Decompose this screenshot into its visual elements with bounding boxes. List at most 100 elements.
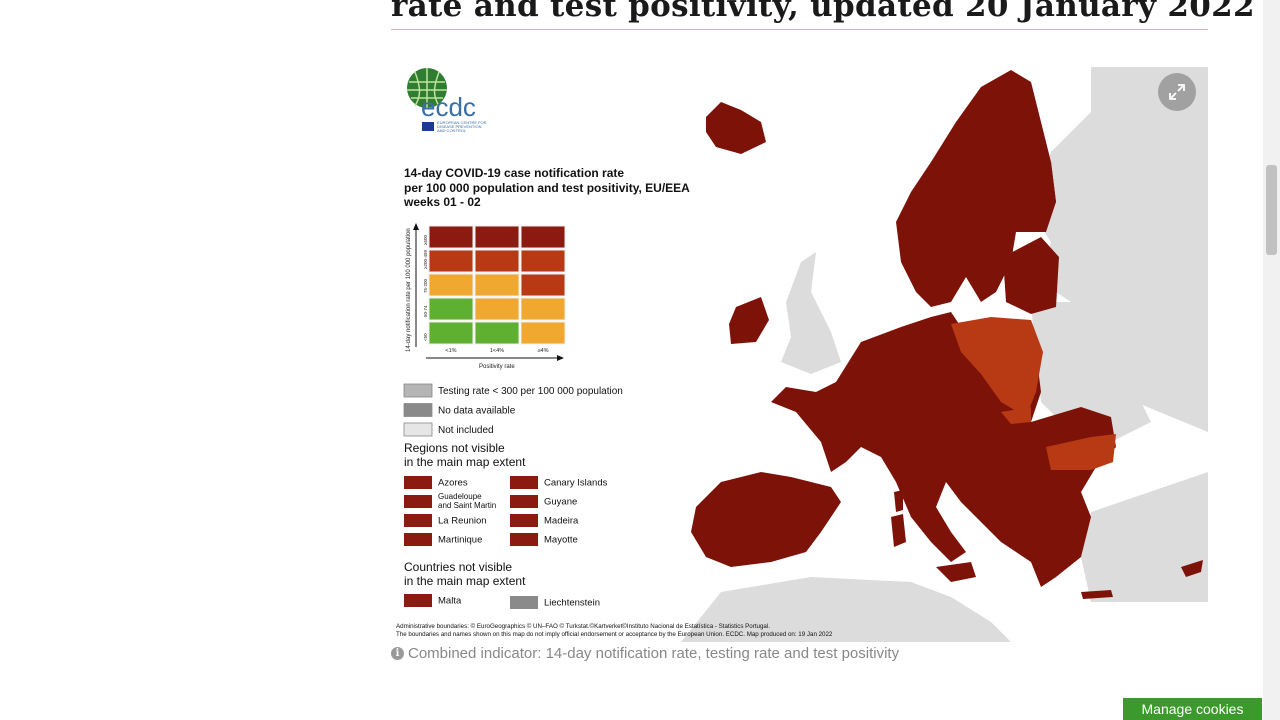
turkey-grey	[1081, 472, 1208, 602]
map-title: 14-day COVID-19 case notification rate p…	[403, 166, 690, 209]
matrix-row-label: 75-200	[423, 278, 428, 293]
matrix-cell	[428, 321, 474, 345]
finland	[1016, 152, 1056, 232]
matrix-cell	[428, 225, 474, 249]
region-swatch	[404, 495, 432, 508]
iberia	[691, 472, 841, 567]
poland-east	[951, 317, 1043, 417]
region-swatch	[510, 476, 538, 489]
figure-caption: i Combined indicator: 14-day notificatio…	[391, 645, 899, 662]
map-footer: Administrative boundaries: © EuroGeograp…	[396, 623, 833, 638]
region-label: Guyane	[544, 497, 577, 508]
region-swatch	[510, 514, 538, 527]
region-label: Mayotte	[544, 535, 578, 546]
hungary-spot	[1001, 407, 1031, 424]
legend-swatch	[403, 403, 433, 417]
matrix-x-axis-label: Positivity rate	[479, 364, 515, 370]
ireland	[729, 297, 769, 344]
matrix-cell	[428, 249, 474, 273]
country-swatch	[404, 594, 432, 607]
caption-text: Combined indicator: 14-day notification …	[408, 645, 900, 662]
region-label: Madeira	[544, 516, 579, 527]
crete	[1081, 590, 1113, 599]
page-heading: rate and test positivity, updated 20 Jan…	[391, 0, 1255, 24]
matrix-cell	[474, 249, 520, 273]
region-label: Canary Islands	[544, 478, 608, 489]
matrix-cell	[474, 321, 520, 345]
sardinia	[891, 514, 906, 547]
region-label: Martinique	[438, 535, 482, 546]
legend-swatch	[403, 422, 433, 437]
logo-wordmark: ecdc	[421, 92, 476, 122]
iceland	[706, 102, 766, 154]
corsica	[894, 490, 903, 512]
legend-swatch	[403, 383, 433, 398]
baltics	[1003, 237, 1059, 314]
info-icon: i	[391, 647, 404, 660]
regions-section: Regions not visible in the main map exte…	[404, 441, 526, 469]
matrix-cell	[520, 321, 566, 345]
svg-text:AND CONTROL: AND CONTROL	[437, 128, 467, 133]
region-swatch	[404, 514, 432, 527]
matrix-row-label: <50	[423, 333, 428, 341]
legend-specials: Testing rate < 300 per 100 000 populatio…	[403, 383, 623, 437]
manage-cookies-button[interactable]: Manage cookies	[1123, 698, 1262, 720]
regions-heading-line-2: in the main map extent	[404, 455, 526, 469]
matrix-col-label: ≥4%	[538, 348, 549, 354]
region-swatch	[404, 533, 432, 546]
matrix-cell	[474, 297, 520, 321]
matrix-cell	[474, 225, 520, 249]
country-label: Malta	[438, 596, 462, 607]
uk-grey	[781, 252, 841, 374]
matrix-row-label: 50-74	[423, 305, 428, 317]
map-image: ecdc EUROPEAN CENTRE FOR DISEASE PREVENT…	[396, 67, 1208, 642]
country-label: Liechtenstein	[544, 598, 600, 609]
legend-label: No data available	[438, 406, 516, 417]
map-footer-line-2: The boundaries and names shown on this m…	[396, 631, 833, 638]
map-title-line-2: per 100 000 population and test positivi…	[404, 181, 690, 195]
heading-divider	[391, 29, 1208, 30]
romania	[1046, 434, 1116, 470]
map-footer-line-1: Administrative boundaries: © EuroGeograp…	[396, 623, 770, 630]
regions-heading-line-1: Regions not visible	[404, 441, 505, 455]
covid-map-figure[interactable]: ecdc EUROPEAN CENTRE FOR DISEASE PREVENT…	[391, 62, 1208, 642]
legend-label: Not included	[438, 425, 494, 436]
matrix-cell	[428, 273, 474, 297]
matrix-cell	[520, 273, 566, 297]
matrix-col-label: <1%	[445, 348, 456, 354]
countries-section: Countries not visible in the main map ex…	[404, 560, 526, 588]
legend-label: Testing rate < 300 per 100 000 populatio…	[438, 386, 623, 397]
region-label: and Saint Martin	[438, 501, 496, 510]
legend-matrix: 14-day notification rate per 100 000 pop…	[406, 223, 566, 370]
expand-icon	[1169, 84, 1185, 100]
region-label: Guadeloupe	[438, 492, 482, 501]
expand-button[interactable]	[1158, 73, 1196, 111]
sicily	[936, 562, 976, 582]
matrix-cell	[520, 249, 566, 273]
vertical-scrollbar[interactable]	[1263, 0, 1280, 720]
russia-grey	[1031, 67, 1208, 432]
svg-text:DISEASE PREVENTION: DISEASE PREVENTION	[437, 124, 482, 129]
map-title-line-1: 14-day COVID-19 case notification rate	[404, 166, 624, 180]
countries-heading-line-2: in the main map extent	[404, 574, 526, 588]
countries-heading-line-1: Countries not visible	[404, 560, 512, 574]
north-africa-grey	[681, 577, 1011, 642]
scandinavia	[896, 70, 1056, 307]
map-title-line-3: weeks 01 - 02	[403, 195, 481, 209]
matrix-row-label: ≥500	[423, 235, 428, 245]
scrollbar-thumb[interactable]	[1266, 165, 1277, 255]
matrix-y-axis-label: 14-day notification rate per 100 000 pop…	[406, 228, 412, 352]
map-land	[681, 67, 1208, 642]
svg-text:EUROPEAN CENTRE FOR: EUROPEAN CENTRE FOR	[437, 120, 487, 125]
region-label: La Reunion	[438, 516, 487, 527]
ecdc-logo: ecdc EUROPEAN CENTRE FOR DISEASE PREVENT…	[407, 68, 487, 133]
eu-flag-icon	[422, 122, 434, 131]
region-swatch	[510, 533, 538, 546]
matrix-cell	[520, 225, 566, 249]
region-swatch	[404, 476, 432, 489]
region-label: Azores	[438, 478, 468, 489]
country-swatch	[510, 596, 538, 609]
cyprus	[1181, 560, 1203, 577]
matrix-col-label: 1<4%	[490, 348, 504, 354]
